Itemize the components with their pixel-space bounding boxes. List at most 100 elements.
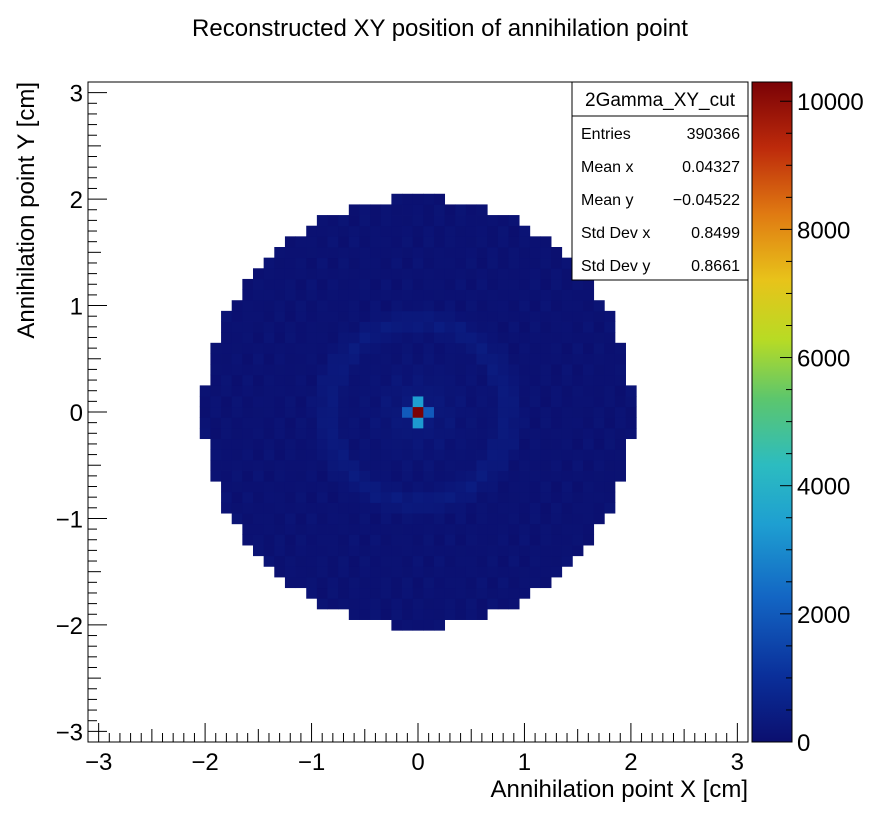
heatmap-bin — [348, 321, 360, 333]
heatmap-bin — [380, 534, 392, 546]
heatmap-bin — [455, 417, 467, 429]
heatmap-bin — [402, 321, 414, 333]
heatmap-bin — [391, 534, 403, 546]
heatmap-bin — [455, 491, 467, 503]
heatmap-bin — [551, 438, 563, 450]
heatmap-bin — [465, 598, 477, 610]
heatmap-bin — [433, 608, 446, 620]
heatmap-bin — [380, 555, 392, 567]
heatmap-bin — [561, 545, 573, 557]
heatmap-bin — [263, 545, 275, 557]
x-tick-label: 0 — [411, 749, 424, 776]
heatmap-bin — [359, 545, 371, 557]
heatmap-bin — [604, 353, 616, 365]
heatmap-bin — [412, 396, 424, 408]
heatmap-bin — [572, 385, 584, 397]
heatmap-bin — [540, 438, 552, 450]
heatmap-bin — [253, 523, 265, 535]
heatmap-bin — [242, 289, 254, 301]
heatmap-bin — [433, 396, 446, 408]
heatmap-bin — [295, 566, 307, 578]
heatmap-bin — [380, 566, 392, 578]
heatmap-bin — [540, 374, 552, 386]
heatmap-bin — [253, 332, 265, 344]
heatmap-bin — [370, 353, 382, 365]
heatmap-bin — [370, 491, 382, 503]
heatmap-bin — [465, 321, 477, 333]
heatmap-bin — [476, 364, 488, 376]
heatmap-bin — [572, 342, 584, 354]
heatmap-bin — [327, 491, 339, 503]
palette-ticks — [780, 100, 792, 743]
heatmap-bin — [359, 300, 371, 312]
y-tick-label: −3 — [56, 719, 83, 746]
heatmap-bin — [274, 534, 286, 546]
heatmap-bin — [540, 566, 552, 578]
heatmap-bin — [444, 459, 456, 471]
heatmap-bin — [519, 374, 531, 386]
heatmap-bin — [231, 300, 243, 312]
heatmap-bin — [210, 417, 222, 429]
heatmap-bin — [306, 470, 318, 482]
heatmap-bin — [423, 374, 435, 386]
heatmap-bin — [497, 566, 509, 578]
heatmap-bin — [327, 555, 339, 567]
heatmap-bin — [380, 459, 392, 471]
heatmap-bin — [316, 566, 328, 578]
heatmap-bin — [465, 438, 477, 450]
heatmap-bin — [465, 364, 477, 376]
stats-row-label: Entries — [581, 126, 631, 143]
heatmap-bin — [359, 481, 371, 493]
heatmap-bin — [423, 417, 435, 429]
heatmap-bin — [348, 555, 360, 567]
heatmap-bin — [306, 587, 318, 599]
heatmap-bin — [572, 321, 584, 333]
heatmap-bin — [583, 449, 595, 461]
heatmap-bin — [614, 438, 626, 450]
heatmap-bin — [540, 342, 552, 354]
heatmap-bin — [412, 502, 424, 514]
heatmap-bin — [231, 332, 243, 344]
heatmap-bin — [455, 300, 467, 312]
heatmap-bin — [487, 215, 499, 227]
heatmap-bin — [348, 566, 360, 578]
heatmap-bin — [370, 385, 382, 397]
heatmap-bin — [359, 268, 371, 280]
heatmap-bin — [561, 491, 573, 503]
heatmap-bin — [253, 342, 265, 354]
heatmap-bin — [423, 257, 435, 269]
heatmap-bin — [402, 587, 414, 599]
heatmap-bin — [412, 587, 424, 599]
heatmap-bin — [519, 566, 531, 578]
heatmap-bin — [338, 278, 350, 290]
heatmap-bin — [284, 534, 296, 546]
heatmap-bin — [348, 513, 360, 525]
heatmap-bin — [476, 438, 488, 450]
heatmap-bin — [338, 598, 350, 610]
heatmap-bin — [231, 374, 243, 386]
heatmap-bin — [402, 268, 414, 280]
heatmap-bin — [508, 566, 520, 578]
heatmap-bin — [593, 449, 605, 461]
heatmap-bin — [529, 449, 541, 461]
heatmap-bin — [444, 300, 456, 312]
heatmap-bin — [327, 374, 339, 386]
heatmap-bin — [338, 427, 350, 440]
heatmap-bin — [338, 396, 350, 408]
heatmap-bin — [529, 374, 541, 386]
heatmap-bin — [306, 300, 318, 312]
heatmap-bin — [263, 481, 275, 493]
heatmap-bin — [359, 587, 371, 599]
heatmap-bin — [519, 555, 531, 567]
heatmap-bin — [433, 481, 446, 493]
heatmap-bin — [614, 417, 626, 429]
heatmap-bin — [423, 321, 435, 333]
heatmap-bin — [370, 215, 382, 227]
heatmap-bin — [359, 204, 371, 216]
heatmap-bin — [348, 268, 360, 280]
heatmap-bin — [561, 310, 573, 322]
heatmap-bin — [221, 417, 233, 429]
heatmap-bin — [359, 289, 371, 301]
heatmap-bin — [306, 332, 318, 344]
heatmap-bin — [476, 300, 488, 312]
